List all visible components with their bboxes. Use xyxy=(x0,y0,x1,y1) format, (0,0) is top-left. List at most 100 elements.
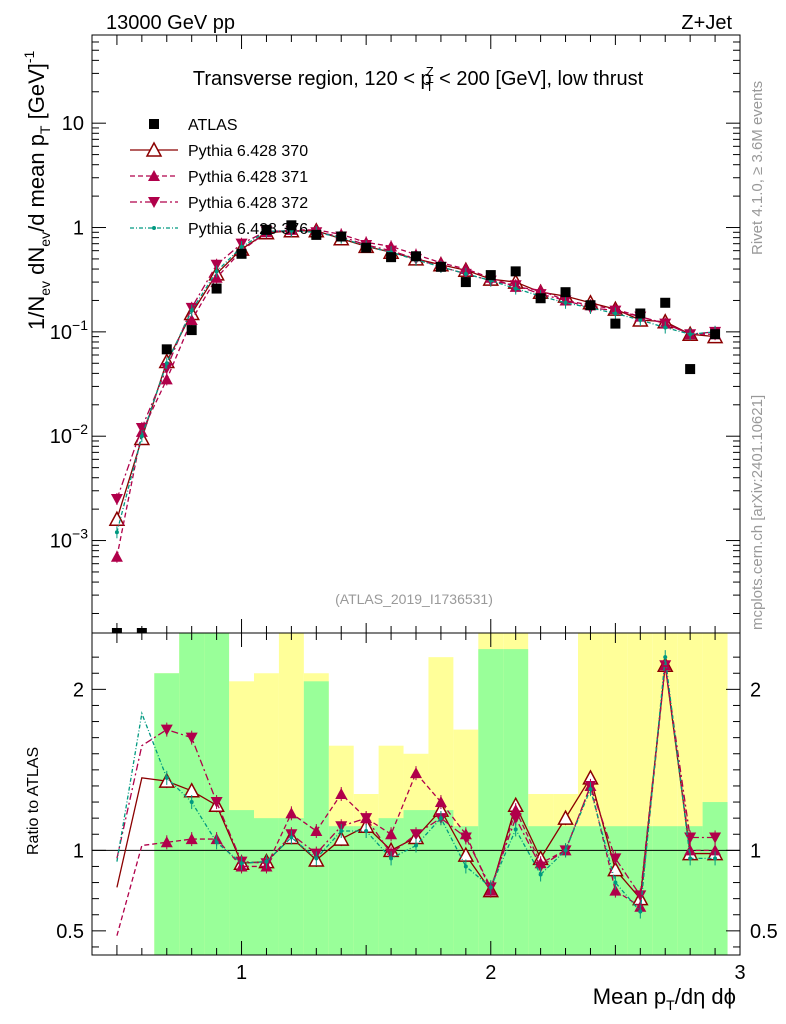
ratio-point xyxy=(239,861,244,866)
atlas-data-point xyxy=(710,329,721,340)
series-line-main-3 xyxy=(116,230,716,533)
ratio-band-green xyxy=(254,818,279,955)
ratio-point xyxy=(463,864,468,869)
axis-ticks: 1 2 3 10 1 10−1 10−2 10−3 0.5 0.5 1 1 2 2 xyxy=(50,34,778,984)
ratio-point xyxy=(285,807,298,819)
plot-title: Transverse region, 120 < pZ T < 200 [GeV]… xyxy=(193,64,644,94)
ratio-point xyxy=(509,813,522,825)
ratio-point xyxy=(434,796,447,808)
legend: ATLAS Pythia 6.428 370 Pythia 6.428 371 Pyt… xyxy=(130,117,308,238)
series-point xyxy=(563,300,568,305)
header-channel: Z+Jet xyxy=(681,12,732,34)
ratio-band-green xyxy=(353,826,379,955)
ratio-point xyxy=(160,724,173,736)
ratio-point xyxy=(688,856,693,861)
ratio-point xyxy=(563,848,568,853)
legend-marker xyxy=(149,119,159,129)
ratio-point xyxy=(410,829,422,841)
atlas-data-point xyxy=(535,293,546,304)
ratio-point xyxy=(488,885,493,890)
atlas-data-point xyxy=(660,297,671,308)
ratio-band-green xyxy=(154,673,180,955)
rivet-version-label: Rivet 4.1.0, ≥ 3.6M events xyxy=(749,81,766,255)
ratio-point xyxy=(332,830,350,846)
atlas-data-point xyxy=(485,270,496,281)
ratio-point xyxy=(360,813,373,825)
x-tick-label: 3 xyxy=(734,962,745,984)
ratio-point xyxy=(534,861,547,873)
ratio-y-tick-label: 1 xyxy=(73,840,84,862)
ratio-point xyxy=(264,859,269,864)
series-point xyxy=(189,308,194,313)
ratio-series-layer xyxy=(116,650,724,936)
series-point xyxy=(110,494,123,506)
ratio-point xyxy=(509,804,522,816)
ratio-uncertainty-bands xyxy=(92,633,740,955)
series-point xyxy=(139,434,144,439)
ratio-point xyxy=(385,828,398,840)
series-point xyxy=(108,510,126,526)
ratio-point xyxy=(513,827,518,832)
legend-label: Pythia 6.428 376 xyxy=(188,221,308,238)
series-line-main-0 xyxy=(116,230,716,520)
y-tick-label: 10−3 xyxy=(50,526,88,553)
atlas-data-point xyxy=(510,266,521,277)
ratio-band-green xyxy=(328,826,354,955)
ratio-point xyxy=(314,856,319,861)
atlas-data-point xyxy=(386,252,397,263)
series-point xyxy=(110,550,123,562)
legend-label: Pythia 6.428 370 xyxy=(188,143,308,160)
atlas-data-point xyxy=(336,231,347,242)
atlas-data-point xyxy=(286,220,297,231)
y-tick-label: 10−1 xyxy=(50,317,88,344)
x-tick-label: 1 xyxy=(236,962,247,984)
series-point xyxy=(214,269,219,274)
ratio-point xyxy=(310,825,323,837)
ratio-point xyxy=(538,872,543,877)
legend-marker xyxy=(152,226,156,230)
atlas-data-point xyxy=(161,344,172,355)
atlas-data-point xyxy=(186,325,197,336)
atlas-data-point xyxy=(460,277,471,288)
ratio-point xyxy=(634,890,647,902)
ratio-point xyxy=(389,856,394,861)
ratio-point xyxy=(713,856,718,861)
atlas-data-point xyxy=(361,242,372,253)
legend-label: ATLAS xyxy=(188,117,238,134)
ratio-band-green xyxy=(303,681,329,955)
ratio-point xyxy=(613,880,618,885)
ratio-point xyxy=(335,788,348,799)
ratio-band-green xyxy=(702,802,728,955)
atlas-data-point xyxy=(435,261,446,272)
ratio-point xyxy=(638,909,643,914)
ratio-point xyxy=(185,732,198,744)
y-tick-label: 10 xyxy=(62,113,84,135)
ratio-band-green xyxy=(229,810,254,955)
series-point xyxy=(114,530,119,535)
legend-marker xyxy=(145,141,163,157)
series-point xyxy=(160,373,173,385)
atlas-data-point xyxy=(411,251,421,262)
legend-marker xyxy=(148,197,160,208)
ratio-point xyxy=(459,832,472,844)
ratio-point xyxy=(210,797,223,809)
ratio-point xyxy=(709,832,722,844)
ratio-point xyxy=(709,844,722,856)
ratio-band-green xyxy=(528,826,554,955)
series-point xyxy=(688,332,693,337)
series-point xyxy=(663,325,668,330)
series-point xyxy=(210,259,223,271)
ratio-y-axis-label: Ratio to ATLAS xyxy=(25,747,42,855)
main-y-axis-label: 1/Nev dNev/d mean pT [GeV]-1 xyxy=(21,50,53,330)
ratio-point xyxy=(588,787,593,792)
ratio-y-tick-label-right: 1 xyxy=(750,840,761,862)
x-axis-label: Mean pT/dη dϕ xyxy=(593,984,736,1013)
ratio-point xyxy=(663,655,668,660)
ratio-point xyxy=(684,844,697,856)
legend-label: Pythia 6.428 372 xyxy=(188,195,308,212)
atlas-data-point xyxy=(211,283,222,294)
series-point xyxy=(185,313,198,325)
ratio-point xyxy=(289,835,294,840)
ratio-band-green xyxy=(204,633,230,955)
ratio-band-green xyxy=(453,826,479,955)
